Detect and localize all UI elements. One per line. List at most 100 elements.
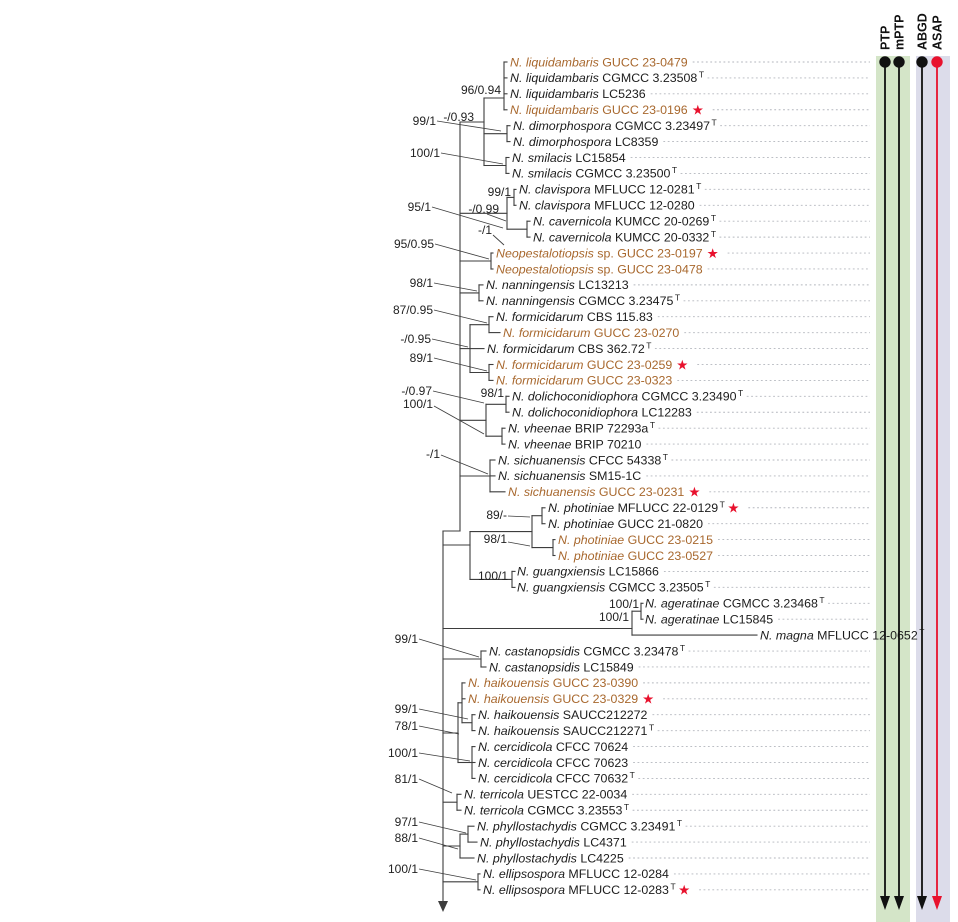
taxon-label: N. phyllostachydis LC4371 xyxy=(480,835,627,849)
support-value: 96/0.94 xyxy=(461,83,501,97)
support-pointer-line xyxy=(432,390,485,404)
support-pointer-line xyxy=(433,282,478,292)
new-isolate-star-icon: ★ xyxy=(707,246,719,261)
new-isolate-star-icon: ★ xyxy=(727,501,739,516)
taxon-label: N. dimorphospora CGMCC 3.23497 T xyxy=(513,117,717,133)
taxon-label: N. vheenae BRIP 72293a T xyxy=(508,420,655,436)
support-value: 100/1 xyxy=(403,397,433,411)
taxon-label: N. ellipsospora MFLUCC 12-0283 T xyxy=(483,882,676,898)
support-pointer-line xyxy=(418,868,477,881)
taxon-label: N. phyllostachydis LC4225 xyxy=(477,851,624,865)
taxon-label: N. nanningensis LC13213 xyxy=(486,278,629,292)
taxon-label: N. terricola CGMCC 3.23553 T xyxy=(464,802,629,818)
support-value: 99/1 xyxy=(395,632,419,646)
taxon-label: N. liquidambaris GUCC 23-0196 xyxy=(510,103,688,117)
support-value: 99/1 xyxy=(413,114,437,128)
new-isolate-star-icon: ★ xyxy=(676,357,688,372)
taxon-label: N. ageratinae LC15845 xyxy=(645,613,773,627)
taxon-label: N. photiniae GUCC 23-0215 xyxy=(558,533,713,547)
taxon-label: N. dolichoconidiophora LC12283 xyxy=(512,406,692,420)
method-line-dot xyxy=(931,56,943,68)
root-arrow-icon xyxy=(438,901,448,912)
taxon-label: N. cavernicola KUMCC 20-0332 T xyxy=(533,229,716,245)
support-pointer-line xyxy=(418,752,471,762)
support-value: 78/1 xyxy=(395,719,419,733)
support-value: 100/1 xyxy=(609,597,639,611)
method-label: mPTP xyxy=(893,15,907,50)
support-value: 100/1 xyxy=(410,146,440,160)
support-pointer-line xyxy=(434,243,490,260)
taxon-label: N. liquidambaris LC5236 xyxy=(510,87,646,101)
support-pointer-line xyxy=(431,206,504,229)
taxon-label: N. magna MFLUCC 12-0652T xyxy=(760,627,924,643)
support-value: 95/0.95 xyxy=(394,237,434,251)
support-value: -/0.99 xyxy=(468,202,499,216)
support-value: 89/- xyxy=(486,508,507,522)
taxon-label: N. terricola UESTCC 22-0034 xyxy=(464,788,627,802)
taxon-label: N. ellipsospora MFLUCC 12-0284 xyxy=(483,867,669,881)
taxon-label: N. ageratinae CGMCC 3.23468 T xyxy=(645,595,825,611)
support-value: 100/1 xyxy=(388,746,418,760)
method-strip xyxy=(876,56,910,922)
support-pointer-line xyxy=(507,515,531,518)
support-value: 81/1 xyxy=(395,772,419,786)
support-value: 89/1 xyxy=(410,351,434,365)
support-pointer-line xyxy=(492,234,505,246)
support-pointer-line xyxy=(440,454,489,475)
taxon-label: N. dimorphospora LC8359 xyxy=(513,135,658,149)
support-pointer-line xyxy=(418,725,460,735)
support-value: -/0.95 xyxy=(400,332,431,346)
support-pointer-line xyxy=(418,638,480,658)
taxon-label: N. sichuanensis GUCC 23-0231 xyxy=(508,485,684,499)
new-isolate-star-icon: ★ xyxy=(678,883,690,898)
support-value: 95/1 xyxy=(408,200,432,214)
method-arrow-icon xyxy=(917,896,927,910)
new-isolate-star-icon: ★ xyxy=(642,692,654,707)
support-value: 100/1 xyxy=(388,862,418,876)
support-pointer-line xyxy=(418,821,467,834)
taxon-label: N. sichuanensis SM15-1C xyxy=(498,469,641,483)
support-value: 97/1 xyxy=(395,815,419,829)
taxon-label: N. photiniae GUCC 23-0527 xyxy=(558,549,713,563)
support-value: 87/0.95 xyxy=(393,303,433,317)
taxon-label: N. formicidarum CBS 362.72 T xyxy=(487,340,651,356)
method-line-dot xyxy=(893,56,905,68)
new-isolate-star-icon: ★ xyxy=(688,485,700,500)
support-pointer-line xyxy=(440,152,504,165)
taxon-label: N. formicidarum GUCC 23-0270 xyxy=(503,326,679,340)
support-pointer-line xyxy=(507,541,531,547)
taxon-label: N. phyllostachydis CGMCC 3.23491 T xyxy=(477,818,682,834)
support-value: 98/1 xyxy=(410,276,434,290)
support-pointer-line xyxy=(433,405,485,435)
method-line-dot xyxy=(916,56,928,68)
support-value: 100/1 xyxy=(478,569,508,583)
support-value: -/0.93 xyxy=(443,110,474,124)
taxon-label: N. guangxiensis CGMCC 3.23505 T xyxy=(517,579,710,595)
support-value: 88/1 xyxy=(395,831,419,845)
taxon-label: N. cercidicola CFCC 70632 T xyxy=(478,770,635,786)
support-pointer-line xyxy=(486,213,507,222)
method-label: ASAP xyxy=(931,15,945,50)
taxon-label: N. cavernicola KUMCC 20-0269 T xyxy=(533,213,716,229)
support-pointer-line xyxy=(436,120,502,132)
taxon-label: N. guangxiensis LC15866 xyxy=(517,565,659,579)
taxon-label: N. haikouensis SAUCC212271 T xyxy=(478,722,654,738)
support-value: 98/1 xyxy=(484,532,508,546)
support-pointer-line xyxy=(431,338,469,348)
support-pointer-line xyxy=(418,708,469,720)
taxon-label: N. smilacis LC15854 xyxy=(512,151,626,165)
taxon-label: N. haikouensis GUCC 23-0390 xyxy=(468,676,638,690)
taxon-label: N. formicidarum GUCC 23-0323 xyxy=(496,374,672,388)
method-label: ABGD xyxy=(916,13,930,50)
taxon-label: N. sichuanensis CFCC 54338 T xyxy=(498,452,668,468)
method-arrow-icon xyxy=(880,896,890,910)
taxon-label: N. dolichoconidiophora CGMCC 3.23490 T xyxy=(512,388,743,404)
taxon-label: N. liquidambaris GUCC 23-0479 xyxy=(510,55,688,69)
taxon-label: N. haikouensis SAUCC212272 xyxy=(478,708,648,722)
new-isolate-star-icon: ★ xyxy=(692,103,704,118)
taxon-label: N. clavispora MFLUCC 12-0280 xyxy=(519,199,695,213)
taxon-label: N. photiniae GUCC 21-0820 xyxy=(548,517,703,531)
method-line-dot xyxy=(879,56,891,68)
taxon-label: N. castanopsidis LC15849 xyxy=(489,660,634,674)
